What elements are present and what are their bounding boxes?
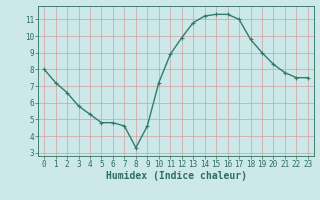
X-axis label: Humidex (Indice chaleur): Humidex (Indice chaleur) bbox=[106, 171, 246, 181]
